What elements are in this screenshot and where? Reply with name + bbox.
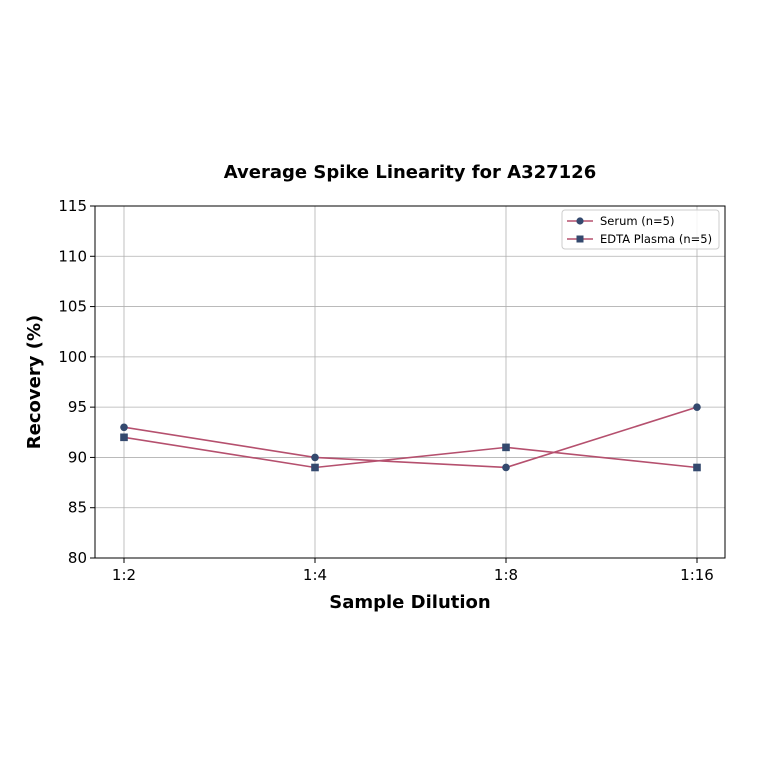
x-axis-ticks: 1:2 1:4 1:8 1:16	[112, 558, 714, 584]
y-tick-label: 115	[58, 197, 87, 215]
y-tick-label: 85	[68, 499, 87, 517]
x-tick-label: 1:16	[680, 566, 714, 584]
legend-edta-marker-icon	[576, 235, 584, 243]
legend: Serum (n=5) EDTA Plasma (n=5)	[561, 209, 720, 250]
y-tick-label: 110	[58, 247, 87, 265]
x-tick-label: 1:4	[303, 566, 327, 584]
x-tick-label: 1:8	[494, 566, 518, 584]
legend-box	[561, 209, 720, 250]
data-point-circle	[502, 463, 510, 472]
data-point-square	[120, 433, 128, 442]
legend-serum-marker-icon	[576, 217, 584, 225]
plot-area-frame	[94, 205, 726, 559]
data-point-circle	[311, 453, 319, 462]
data-point-square	[693, 463, 701, 472]
data-point-circle	[693, 403, 701, 411]
y-tick-label: 80	[68, 549, 87, 567]
data-series	[120, 403, 701, 472]
y-tick-label: 100	[58, 348, 87, 366]
x-tick-label: 1:2	[112, 566, 136, 584]
series-line-1	[123, 436, 698, 469]
grid-lines	[95, 205, 725, 559]
x-axis-label: Sample Dilution	[329, 592, 490, 613]
data-point-square	[311, 463, 319, 472]
y-tick-label: 95	[68, 398, 87, 416]
y-tick-label: 105	[58, 298, 87, 316]
legend-edta-label: EDTA Plasma (n=5)	[600, 232, 712, 246]
y-axis-ticks: 80 85 90 95 100 105 110 115	[58, 197, 95, 567]
chart-title: Average Spike Linearity for A327126	[224, 162, 596, 183]
data-point-square	[502, 443, 510, 452]
y-axis-label: Recovery (%)	[24, 315, 45, 449]
legend-serum-label: Serum (n=5)	[600, 214, 674, 228]
y-tick-label: 90	[68, 448, 87, 466]
series-line-0	[123, 406, 698, 469]
data-point-circle	[120, 423, 128, 432]
